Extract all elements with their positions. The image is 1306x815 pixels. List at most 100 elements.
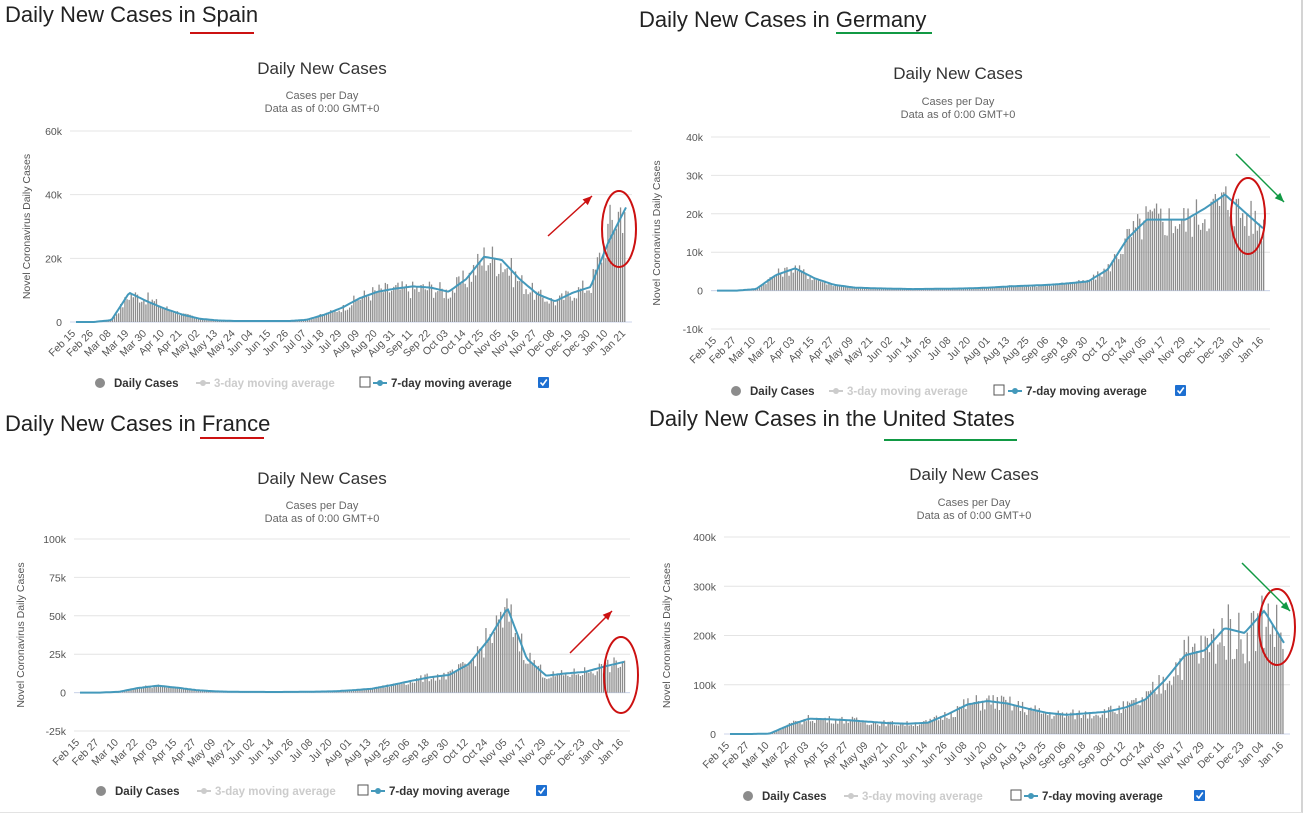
- daily-bar: [792, 272, 794, 291]
- daily-bar: [405, 284, 407, 322]
- daily-bar: [777, 268, 780, 291]
- daily-bar: [582, 280, 584, 322]
- daily-bar: [834, 284, 836, 291]
- daily-bar: [1206, 637, 1208, 734]
- daily-bar: [395, 684, 397, 693]
- daily-bar: [950, 712, 952, 734]
- daily-bar: [443, 672, 445, 693]
- legend-ma3-checkbox[interactable]: [357, 784, 369, 796]
- daily-bar: [607, 223, 609, 322]
- heading-prefix: Daily New Cases in: [639, 7, 836, 32]
- trend-arrow-head: [1274, 192, 1284, 202]
- daily-bar: [1193, 216, 1195, 291]
- y-axis-label: Novel Coronavirus Daily Cases: [651, 160, 663, 305]
- daily-bar: [1259, 615, 1261, 734]
- daily-bar: [885, 726, 887, 734]
- daily-bar: [393, 286, 395, 322]
- heading-prefix: Daily New Cases in: [5, 2, 202, 27]
- daily-bar: [837, 723, 839, 734]
- panel-heading: Daily New Cases in France: [5, 411, 270, 437]
- daily-bar: [1260, 241, 1263, 291]
- daily-bar: [506, 268, 508, 322]
- legend-ma7-checkbox[interactable]: [1175, 385, 1186, 396]
- legend-ma3-checkbox[interactable]: [993, 384, 1005, 396]
- daily-bar: [376, 688, 378, 693]
- daily-bar: [908, 725, 910, 734]
- daily-bar: [923, 721, 925, 734]
- legend-ma7-checkbox[interactable]: [536, 785, 547, 796]
- legend-ma7-checkbox[interactable]: [538, 377, 549, 388]
- daily-bar: [1019, 711, 1022, 734]
- daily-bar: [449, 297, 452, 322]
- daily-bar: [1059, 713, 1061, 734]
- daily-bar: [1223, 646, 1225, 734]
- daily-bar: [1038, 708, 1040, 734]
- daily-bar: [529, 292, 531, 322]
- daily-bar: [1050, 286, 1053, 291]
- daily-bar: [178, 687, 180, 693]
- legend-ma3-checkbox[interactable]: [359, 376, 371, 388]
- daily-bar: [1015, 286, 1017, 291]
- daily-bar: [962, 288, 964, 291]
- daily-bar: [401, 281, 403, 322]
- checkmark-icon: [537, 787, 546, 795]
- daily-bar: [592, 673, 594, 693]
- daily-bar: [788, 275, 790, 291]
- daily-bar: [552, 301, 554, 322]
- daily-bar: [355, 690, 357, 693]
- daily-bar: [567, 675, 569, 693]
- daily-bar: [1135, 698, 1137, 734]
- daily-bar: [1118, 705, 1120, 734]
- daily-bar: [1240, 639, 1242, 734]
- daily-bar: [603, 243, 605, 322]
- daily-bar: [845, 719, 847, 734]
- daily-bar: [1113, 254, 1116, 291]
- daily-bar: [512, 287, 515, 322]
- daily-bar: [399, 289, 401, 322]
- daily-bar: [1069, 282, 1072, 291]
- daily-bar: [1103, 268, 1105, 291]
- daily-bar: [798, 265, 801, 291]
- daily-bar: [1187, 208, 1189, 291]
- daily-bar: [300, 320, 302, 322]
- daily-bar: [1242, 653, 1244, 734]
- daily-bar: [1271, 623, 1274, 734]
- legend-ma3-checkbox[interactable]: [1010, 789, 1022, 801]
- trend-arrow-head: [602, 611, 612, 621]
- daily-bar: [510, 604, 512, 693]
- daily-bar: [1217, 644, 1219, 734]
- daily-bar: [332, 310, 334, 322]
- daily-bar: [1236, 649, 1238, 734]
- daily-bar: [575, 298, 578, 322]
- daily-bar: [1196, 650, 1198, 734]
- daily-bar: [1158, 213, 1160, 291]
- daily-bar: [843, 723, 845, 734]
- daily-bar: [533, 660, 535, 693]
- daily-bar: [1063, 284, 1065, 291]
- daily-bar: [988, 695, 990, 734]
- daily-bar: [1095, 714, 1097, 734]
- daily-bar: [170, 310, 172, 322]
- daily-bar: [1139, 705, 1141, 734]
- daily-bar: [558, 673, 561, 693]
- daily-bar: [898, 725, 900, 734]
- daily-bar: [605, 662, 607, 693]
- y-tick-label: 100k: [693, 680, 717, 692]
- daily-bar: [1187, 636, 1190, 734]
- daily-bar: [447, 671, 449, 693]
- daily-bar: [1252, 610, 1255, 734]
- legend-ma7-checkbox[interactable]: [1194, 790, 1205, 801]
- daily-bar: [475, 275, 477, 322]
- daily-bar: [1185, 231, 1187, 291]
- daily-bar: [1089, 713, 1091, 734]
- daily-bar: [619, 207, 622, 322]
- daily-bar: [1137, 214, 1139, 291]
- daily-bar: [315, 317, 317, 322]
- daily-bar: [363, 689, 365, 693]
- daily-bar: [193, 316, 195, 322]
- daily-bar: [563, 675, 565, 693]
- daily-bar: [1099, 274, 1101, 291]
- daily-bar: [590, 292, 592, 322]
- daily-bar: [966, 288, 969, 291]
